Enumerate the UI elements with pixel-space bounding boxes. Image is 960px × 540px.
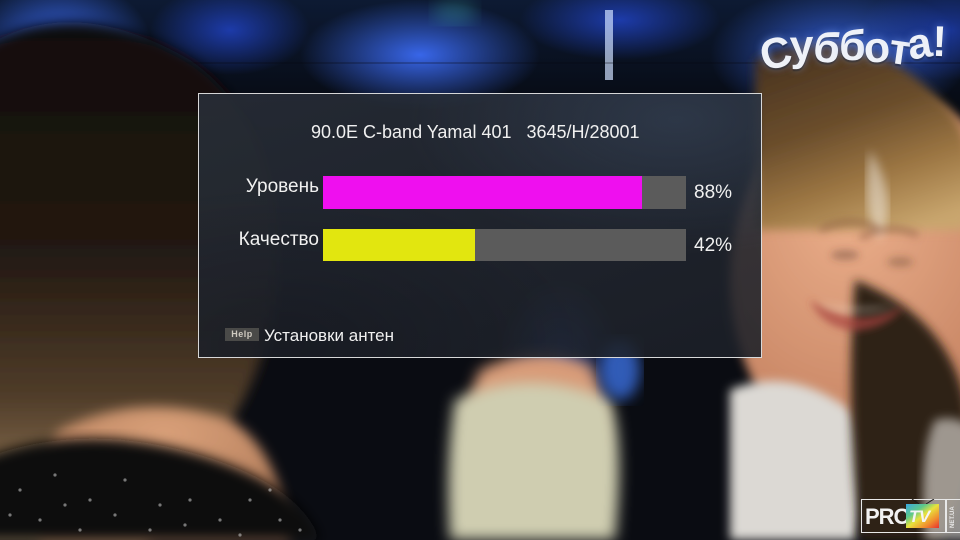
svg-text:PRO: PRO [865, 504, 911, 529]
svg-text:NET.UA: NET.UA [950, 506, 956, 528]
svg-text:TV: TV [909, 507, 932, 526]
